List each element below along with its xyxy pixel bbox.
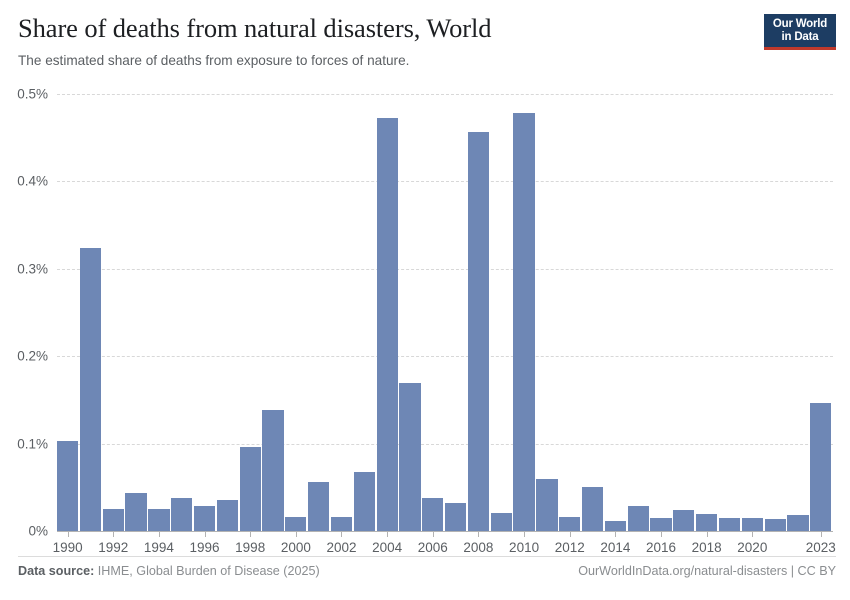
bar-1997[interactable] <box>216 500 238 531</box>
bar-1998[interactable] <box>239 447 261 531</box>
bar-2003[interactable] <box>353 472 375 531</box>
chart-header: Share of deaths from natural disasters, … <box>18 12 832 72</box>
bar-1994[interactable] <box>148 509 170 531</box>
gridline-0.3% <box>57 268 833 270</box>
x-axis-tick-mark <box>661 532 663 537</box>
x-axis-tick-label: 2008 <box>463 540 494 555</box>
bar-2008[interactable] <box>467 132 490 531</box>
bar-2007[interactable] <box>445 503 467 531</box>
x-axis-tick-label: 2006 <box>417 540 448 555</box>
bar-1991[interactable] <box>79 247 102 531</box>
gridline-0.4% <box>57 181 833 183</box>
bar-2010[interactable] <box>513 113 535 531</box>
y-axis-tick-label: 0.1% <box>17 436 48 452</box>
owid-logo-line1: Our World <box>772 17 828 30</box>
bar-2009[interactable] <box>490 512 512 531</box>
x-axis-tick-mark <box>341 532 343 537</box>
owid-logo[interactable]: Our World in Data <box>764 14 836 50</box>
bar-2018[interactable] <box>696 513 718 531</box>
bar-1996[interactable] <box>193 505 216 531</box>
bar-1999[interactable] <box>262 410 284 531</box>
bar-2020[interactable] <box>741 517 763 531</box>
bar-2023[interactable] <box>810 403 832 531</box>
bar-2001[interactable] <box>308 482 330 531</box>
x-axis-tick-mark <box>250 532 252 537</box>
y-axis-tick-label: 0.5% <box>17 86 48 102</box>
bar-2021[interactable] <box>764 518 786 531</box>
x-axis-tick-label: 1992 <box>98 540 129 555</box>
gridline-0.2% <box>57 356 833 358</box>
bar-2011[interactable] <box>536 479 558 531</box>
x-axis-tick-label: 2016 <box>645 540 677 555</box>
x-axis-tick-mark <box>113 532 115 537</box>
x-axis-tick-label: 1998 <box>235 540 266 555</box>
bar-1992[interactable] <box>102 509 124 531</box>
x-axis-tick-mark <box>524 532 526 537</box>
x-axis-tick-mark <box>158 532 160 537</box>
owid-logo-line2: in Data <box>781 30 819 43</box>
bar-2017[interactable] <box>673 510 695 531</box>
gridline-0.1% <box>57 443 833 445</box>
x-axis-tick-mark <box>820 532 822 537</box>
x-axis-tick-mark <box>432 532 434 537</box>
x-axis-tick-label: 2012 <box>554 540 585 555</box>
chart-footer: Data source: IHME, Global Burden of Dise… <box>18 556 836 590</box>
attribution-link[interactable]: OurWorldInData.org/natural-disasters | C… <box>578 564 836 578</box>
y-axis-tick-label: 0% <box>28 523 48 539</box>
x-axis-tick-label: 2004 <box>372 540 403 555</box>
data-source-text: IHME, Global Burden of Disease (2025) <box>94 564 320 578</box>
x-axis-tick-label: 2014 <box>600 540 631 555</box>
x-axis-tick-mark <box>752 532 754 537</box>
bar-2000[interactable] <box>285 517 307 531</box>
bar-2022[interactable] <box>787 515 809 531</box>
x-axis-tick-label: 2023 <box>805 540 836 555</box>
x-axis-tick-mark <box>706 532 708 537</box>
bar-1993[interactable] <box>125 493 147 531</box>
x-axis-tick-mark <box>569 532 571 537</box>
chart-subtitle: The estimated share of deaths from expos… <box>18 53 410 68</box>
bar-1995[interactable] <box>171 497 193 531</box>
y-axis-tick-label: 0.2% <box>17 348 48 364</box>
x-axis-tick-mark <box>387 532 389 537</box>
bar-1990[interactable] <box>57 440 79 531</box>
x-axis-tick-mark <box>478 532 480 537</box>
x-axis-tick-mark <box>615 532 617 537</box>
x-axis-tick-label: 2002 <box>326 540 357 555</box>
data-source: Data source: IHME, Global Burden of Dise… <box>18 564 320 578</box>
page-title: Share of deaths from natural disasters, … <box>18 13 492 43</box>
y-axis-tick-label: 0.4% <box>17 173 48 189</box>
x-axis-tick-mark <box>295 532 297 537</box>
bar-2002[interactable] <box>330 517 353 531</box>
x-axis-tick-label: 1994 <box>143 540 174 555</box>
bar-2013[interactable] <box>581 487 604 531</box>
bar-2019[interactable] <box>718 517 741 531</box>
gridline-0.5% <box>57 94 833 95</box>
x-axis-tick-label: 1990 <box>52 540 83 555</box>
bar-2014[interactable] <box>604 520 626 531</box>
x-axis-tick-mark <box>204 532 206 537</box>
bar-2012[interactable] <box>559 517 581 531</box>
x-axis-tick-mark <box>67 532 69 537</box>
x-axis-tick-label: 1996 <box>189 540 220 555</box>
bar-2015[interactable] <box>627 505 649 531</box>
bar-2016[interactable] <box>650 517 672 531</box>
x-axis-tick-label: 2018 <box>691 540 722 555</box>
data-source-label: Data source: <box>18 564 95 578</box>
y-axis-tick-label: 0.3% <box>17 261 48 277</box>
gridline-0% <box>57 531 833 532</box>
bar-2004[interactable] <box>376 117 398 531</box>
x-axis-tick-label: 2020 <box>737 540 768 555</box>
bar-2006[interactable] <box>422 497 444 531</box>
x-axis-tick-label: 2000 <box>280 540 311 555</box>
x-axis-tick-label: 2010 <box>509 540 540 555</box>
bar-2005[interactable] <box>399 383 421 531</box>
